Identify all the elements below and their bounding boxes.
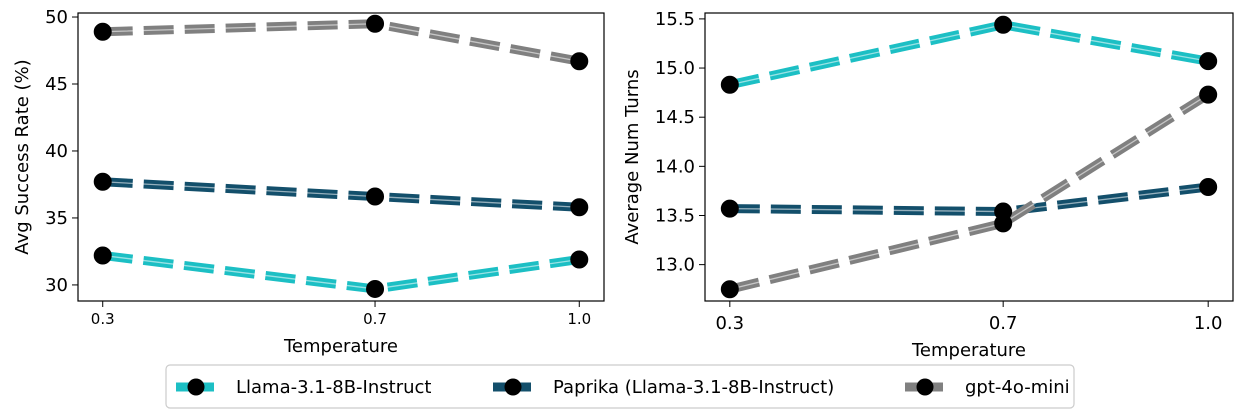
y-axis-label: Avg Success Rate (%) [12,59,33,254]
legend-label-paprika-llama-3-1-8b-instruct: Paprika (Llama-3.1-8B-Instruct) [553,377,834,398]
y-axis-label: Average Num Turns [622,69,643,244]
legend-marker-llama-3-1-8b-instruct [187,378,205,396]
legend-marker-paprika-llama-3-1-8b-instruct [504,378,522,396]
y-tick-label: 35 [45,208,68,229]
series-gpt-4o-mini-line-highlight [729,94,1209,290]
plot-frame [77,12,605,302]
num-turns-chart: 0.3 0.7 1.0 13.0 13.5 14.0 14.5 15.0 15.5 Tempera… [622,9,1234,361]
series-gpt-4o-mini-line-highlight [102,23,580,62]
legend-label-gpt-4o-mini: gpt-4o-mini [965,377,1070,398]
series-gpt-4o-mini-point [1199,85,1218,104]
y-tick-label: 30 [45,275,68,296]
legend-box [165,364,1075,409]
series-llama-3-1-8b-instruct-line [728,20,1209,90]
x-tick-label: 0.7 [989,313,1018,334]
series-llama-3-1-8b-instruct-point [994,15,1013,34]
y-tick-label: 45 [45,74,68,95]
y-tick-label: 50 [45,7,68,28]
series-llama-3-1-8b-instruct-line-highlight [729,24,1209,86]
x-tick-label: 0.3 [715,313,744,334]
y-tick-label: 15.0 [655,58,695,79]
legend: Llama-3.1-8B-Instruct Paprika (Llama-3.1-… [165,364,1075,409]
series-paprika-llama-3-1-8b-instruct-point [93,172,112,191]
plot-frame [704,12,1234,302]
series-gpt-4o-mini-point [366,14,385,33]
y-tick-label: 40 [45,141,68,162]
x-axis-label: Temperature [911,340,1026,361]
y-tick-label: 14.0 [655,156,695,177]
series-paprika-llama-3-1-8b-instruct-line-highlight [102,181,580,208]
series-paprika-llama-3-1-8b-instruct-line [729,182,1209,217]
series-llama-3-1-8b-instruct-point [1199,52,1218,71]
legend-marker-gpt-4o-mini [916,378,934,396]
y-tick-label: 13.5 [655,205,695,226]
x-axis-label: Temperature [283,336,398,357]
series-gpt-4o-mini-point [93,22,112,41]
series-llama-3-1-8b-instruct-point [93,246,112,265]
series-paprika-llama-3-1-8b-instruct-point [366,187,385,206]
series-gpt-4o-mini-line [728,90,1211,294]
y-tick-label: 15.5 [655,9,695,30]
series-llama-3-1-8b-instruct-point [720,75,739,94]
x-tick-label: 1.0 [567,310,591,328]
series-paprika-llama-3-1-8b-instruct-point [720,199,739,218]
series-llama-3-1-8b-instruct-point [366,279,385,298]
series-paprika-llama-3-1-8b-instruct-line-highlight [729,186,1209,213]
y-tick-label: 14.5 [655,107,695,128]
x-tick-label: 1.0 [1194,313,1223,334]
series-llama-3-1-8b-instruct-line-highlight [102,254,580,290]
series-gpt-4o-mini-point [720,280,739,299]
success-rate-chart: 0.3 0.7 1.0 30 35 40 45 50 Temperature Avg Succes… [12,7,605,357]
y-tick-label: 13.0 [655,255,695,276]
x-tick-label: 0.7 [363,310,387,328]
series-gpt-4o-mini-point [994,214,1013,233]
series-llama-3-1-8b-instruct-point [570,250,589,269]
x-tick-label: 0.3 [91,310,115,328]
series-paprika-llama-3-1-8b-instruct-point [570,198,589,217]
series-gpt-4o-mini-point [570,52,589,71]
series-llama-3-1-8b-instruct-line [102,250,580,294]
legend-label-llama-3-1-8b-instruct: Llama-3.1-8B-Instruct [236,377,431,398]
series-paprika-llama-3-1-8b-instruct-point [1199,177,1218,196]
